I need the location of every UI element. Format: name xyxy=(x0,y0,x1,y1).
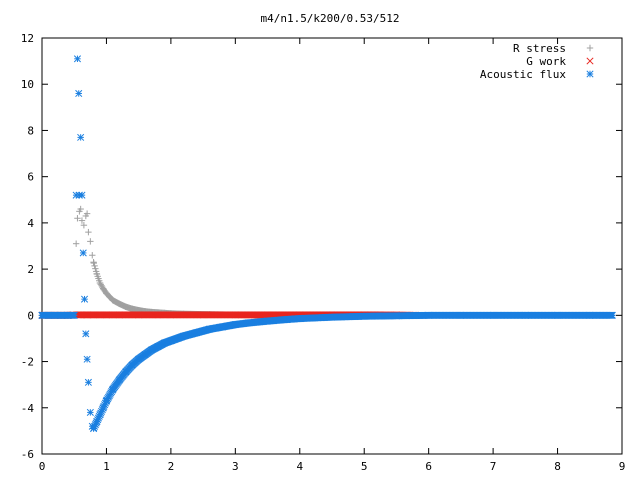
y-tick-label: 6 xyxy=(27,171,34,184)
point-acoustic-flux xyxy=(74,56,80,62)
x-tick-label: 5 xyxy=(361,460,368,473)
x-tick-label: 4 xyxy=(296,460,303,473)
point-acoustic-flux xyxy=(71,312,77,318)
y-tick-label: 10 xyxy=(21,78,34,91)
x-tick-label: 7 xyxy=(490,460,497,473)
y-tick-label: 8 xyxy=(27,124,34,137)
point-acoustic-flux xyxy=(81,296,87,302)
point-r-stress xyxy=(73,240,79,246)
point-acoustic-flux xyxy=(83,331,89,337)
point-r-stress xyxy=(87,238,93,244)
point-acoustic-flux xyxy=(84,356,90,362)
point-acoustic-flux xyxy=(85,379,91,385)
y-tick-label: -4 xyxy=(21,402,35,415)
chart-title: m4/n1.5/k200/0.53/512 xyxy=(260,12,399,25)
y-tick-label: 4 xyxy=(27,217,34,230)
plot-frame xyxy=(42,38,622,454)
point-acoustic-flux xyxy=(76,90,82,96)
y-tick-label: -2 xyxy=(21,356,34,369)
points-layer xyxy=(39,56,616,432)
x-tick-label: 1 xyxy=(103,460,110,473)
y-tick-label: 12 xyxy=(21,32,34,45)
x-tick-label: 6 xyxy=(425,460,432,473)
y-tick-label: -6 xyxy=(21,448,34,461)
point-r-stress xyxy=(89,252,95,258)
point-r-stress xyxy=(92,265,98,271)
point-acoustic-flux xyxy=(77,134,83,140)
x-tick-label: 2 xyxy=(168,460,175,473)
point-acoustic-flux xyxy=(80,250,86,256)
point-acoustic-flux xyxy=(87,409,93,415)
y-tick-label: 2 xyxy=(27,263,34,276)
y-tick-label: 0 xyxy=(27,309,34,322)
point-r-stress xyxy=(91,260,97,266)
x-tick-label: 3 xyxy=(232,460,239,473)
point-r-stress xyxy=(91,263,97,269)
x-tick-label: 0 xyxy=(39,460,46,473)
x-tick-label: 8 xyxy=(554,460,561,473)
x-tick-label: 9 xyxy=(619,460,626,473)
point-r-stress xyxy=(85,229,91,235)
point-acoustic-flux xyxy=(79,192,85,198)
series-acoustic-flux xyxy=(39,56,616,432)
series-r-stress xyxy=(39,206,616,319)
